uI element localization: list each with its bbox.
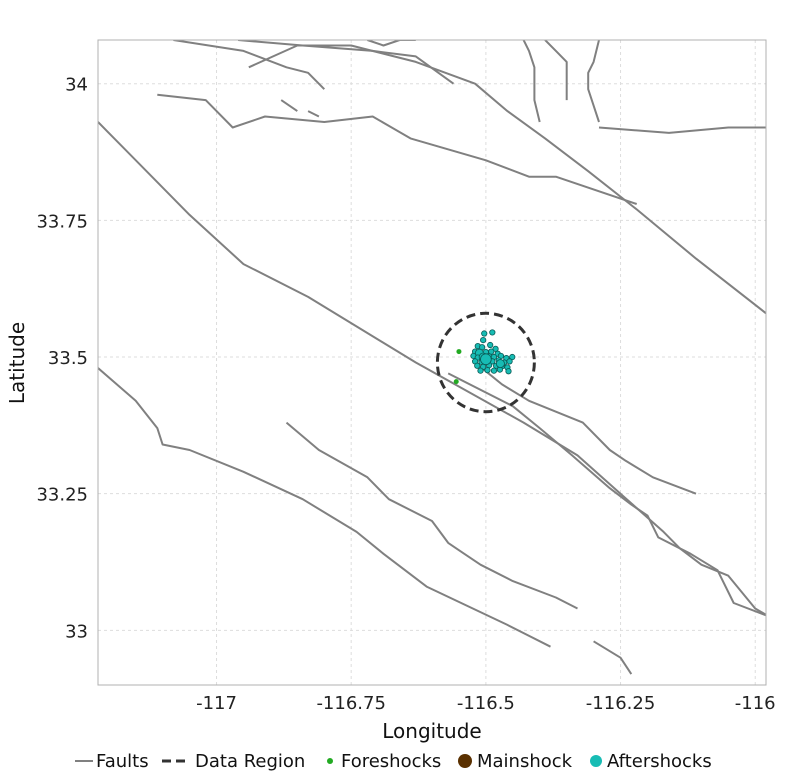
plot-content: [98, 40, 766, 675]
aftershock-point: [474, 362, 481, 369]
aftershock-point: [484, 367, 491, 374]
fault-line: [98, 121, 766, 616]
x-tick-label: -116.75: [316, 693, 385, 714]
y-tick-label: 33.75: [36, 211, 88, 232]
aftershock-point: [480, 353, 492, 366]
legend-data-region-label: Data Region: [195, 751, 305, 772]
x-tick-label: -117: [196, 693, 237, 714]
fault-line: [98, 367, 551, 648]
aftershock-point: [477, 367, 484, 374]
fault-line: [544, 40, 568, 101]
y-tick-label: 34: [65, 75, 88, 96]
y-axis-ticks: 33 33.25 33.5 33.75 34: [36, 75, 88, 643]
fault-line: [285, 421, 578, 610]
fault-line: [474, 361, 697, 495]
plot-area: [98, 40, 766, 685]
fault-line: [307, 110, 320, 118]
data-region-circle: [435, 311, 536, 414]
x-tick-label: -116.25: [586, 693, 655, 714]
y-tick-label: 33.25: [36, 485, 88, 506]
aftershock-point: [487, 341, 494, 349]
foreshock-point: [453, 379, 459, 385]
x-axis-ticks: -117 -116.75 -116.5 -116.25 -116: [196, 693, 776, 714]
y-axis-title: Latitude: [5, 322, 29, 404]
fault-line: [157, 93, 638, 205]
fault-line: [280, 99, 298, 112]
aftershock-point: [505, 368, 512, 375]
y-tick-label: 33.5: [48, 348, 88, 369]
x-tick-label: -116.5: [457, 693, 515, 714]
fault-line: [447, 372, 766, 617]
legend-foreshocks-label: Foreshocks: [341, 751, 441, 772]
plot-frame: [97, 39, 767, 686]
faults-layer: [98, 40, 766, 675]
fault-line: [522, 40, 541, 123]
data-region-layer: [435, 311, 536, 414]
fault-line: [593, 640, 633, 675]
fault-line: [367, 40, 416, 47]
aftershock-point: [506, 358, 513, 365]
legend: Faults Data Region Foreshocks Mainshock …: [75, 751, 712, 772]
legend-aftershocks-swatch: [590, 755, 602, 767]
aftershock-point: [481, 330, 488, 337]
aftershock-point: [480, 336, 487, 344]
aftershock-point: [495, 359, 505, 369]
y-tick-label: 33: [65, 621, 88, 642]
aftershock-point: [509, 353, 516, 361]
foreshock-point: [456, 349, 462, 355]
legend-aftershocks-label: Aftershocks: [607, 751, 712, 772]
aftershock-point: [489, 329, 496, 336]
legend-mainshock-label: Mainshock: [477, 751, 573, 772]
fault-line: [587, 40, 600, 123]
legend-foreshocks-swatch: [327, 758, 333, 764]
fault-line: [173, 40, 326, 90]
aftershock-point: [490, 367, 498, 374]
fault-line: [248, 44, 766, 315]
legend-mainshock-swatch: [458, 754, 472, 768]
points-layer: [453, 329, 516, 385]
fault-line: [598, 126, 766, 134]
legend-faults-label: Faults: [96, 751, 149, 772]
x-tick-label: -116: [735, 693, 776, 714]
x-axis-title: Longitude: [382, 719, 481, 743]
